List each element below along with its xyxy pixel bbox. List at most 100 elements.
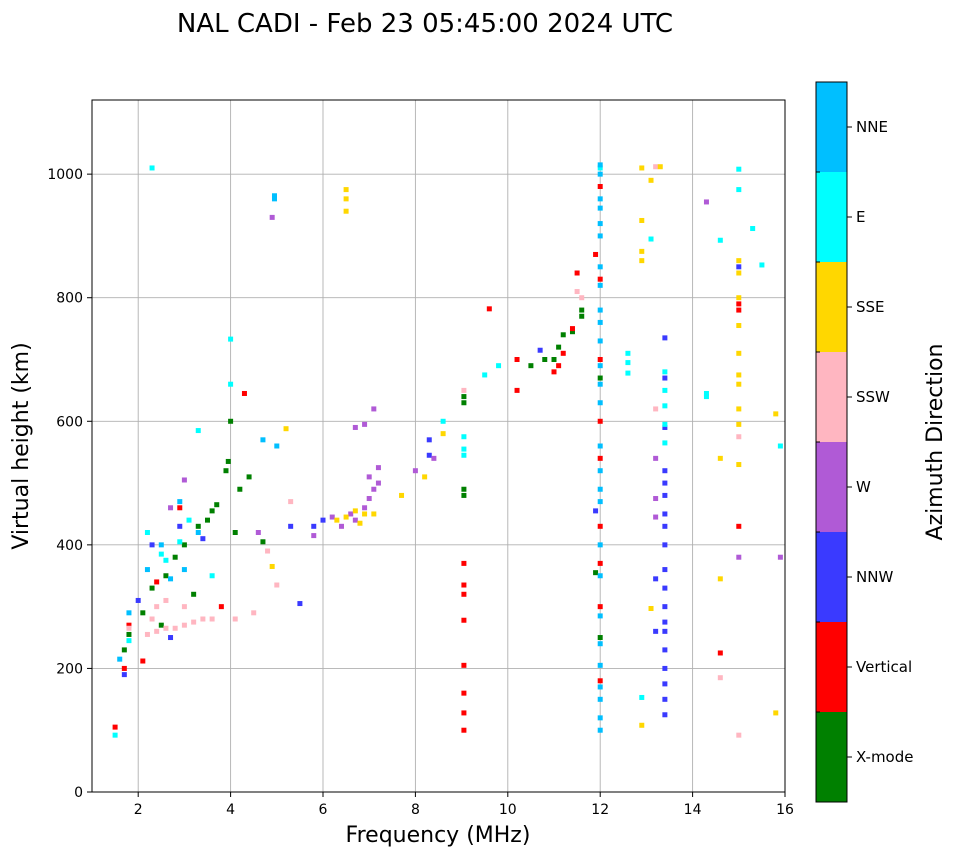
echo-point-vertical [556, 363, 562, 369]
echo-point-nne [597, 662, 603, 668]
echo-point-ssw [251, 610, 257, 616]
echo-point-x-mode [551, 357, 557, 362]
echo-point-sse [736, 350, 742, 356]
colorbar-segment [816, 532, 847, 622]
echo-point-nne [274, 443, 280, 449]
echo-point-nne [597, 573, 603, 579]
echo-point-x-mode [140, 610, 146, 616]
echo-point-w [375, 480, 381, 486]
echo-point-ssw [717, 675, 723, 681]
echo-point-x-mode [237, 486, 243, 492]
echo-point-ssw [181, 604, 187, 610]
echo-point-x-mode [225, 458, 231, 464]
echo-point-x-mode [195, 523, 201, 529]
echo-point-vertical [514, 357, 520, 362]
echo-point-ssw [163, 625, 169, 631]
echo-point-sse [648, 177, 654, 183]
echo-point-sse [357, 520, 363, 526]
echo-point-nnw [662, 468, 668, 474]
echo-point-sse [362, 511, 368, 517]
echo-point-nne [597, 400, 603, 406]
echo-point-e [639, 694, 645, 700]
echo-point-ssw [274, 582, 280, 588]
echo-point-vertical [121, 665, 127, 671]
echo-point-sse [422, 474, 428, 480]
echo-point-nne [144, 567, 150, 573]
echo-point-nnw [662, 480, 668, 486]
echo-point-sse [343, 196, 349, 202]
echo-point-nnw [662, 335, 668, 341]
echo-point-x-mode [260, 539, 266, 545]
echo-point-nnw [177, 523, 183, 529]
echo-point-ssw [126, 625, 132, 631]
colorbar-tick-label: W [856, 478, 871, 496]
echo-point-ssw [209, 616, 215, 622]
echo-point-vertical [218, 604, 224, 610]
echo-point-x-mode [158, 622, 164, 628]
x-tick-label: 14 [684, 802, 702, 818]
echo-point-w [168, 505, 174, 511]
echo-point-ssw [149, 616, 155, 622]
colorbar-tick-label: SSE [856, 298, 885, 316]
echo-point-x-mode [597, 635, 603, 641]
echo-point-sse [736, 295, 742, 301]
echo-point-nnw [168, 635, 174, 641]
colorbar: X-mode Vertical NNW W SSW SSE E NNE [815, 81, 913, 803]
echo-point-vertical [514, 387, 520, 393]
echo-point-w [362, 505, 368, 511]
echo-point-nnw [320, 517, 326, 523]
echo-point-ssw [579, 295, 585, 301]
echo-point-nne [126, 610, 132, 616]
echo-point-e [177, 539, 183, 545]
echo-point-sse [736, 372, 742, 378]
echo-point-nnw [662, 681, 668, 687]
echo-point-sse [736, 462, 742, 468]
echo-point-x-mode [246, 474, 252, 480]
echo-point-vertical [560, 350, 566, 356]
x-tick-label: 2 [134, 802, 143, 818]
colorbar-tick-label: NNE [856, 118, 888, 136]
echo-point-nne [597, 613, 603, 619]
echo-point-x-mode [172, 554, 178, 560]
echo-point-x-mode [461, 492, 467, 498]
echo-point-vertical [461, 582, 467, 588]
echo-point-x-mode [223, 468, 229, 474]
echo-point-w [653, 496, 659, 502]
echo-point-x-mode [461, 400, 467, 406]
echo-point-e [717, 237, 723, 243]
echo-point-sse [334, 517, 340, 523]
echo-point-w [412, 468, 418, 474]
echo-point-ssw [191, 619, 197, 625]
echo-point-vertical [461, 662, 467, 668]
echo-point-e [662, 387, 668, 393]
echo-point-sse [736, 421, 742, 427]
echo-point-w [371, 486, 377, 492]
echo-point-vertical [461, 727, 467, 733]
echo-point-nnw [662, 492, 668, 498]
data-marks [112, 162, 783, 738]
echo-point-x-mode [461, 394, 467, 400]
colorbar-segment [816, 352, 847, 442]
echo-point-vertical [241, 390, 247, 396]
echo-point-nnw [662, 523, 668, 529]
echo-point-x-mode [232, 530, 238, 535]
echo-point-x-mode [205, 517, 210, 523]
echo-point-x-mode [149, 585, 155, 591]
echo-point-vertical [461, 617, 467, 623]
echo-point-nnw [736, 264, 742, 270]
echo-point-x-mode [126, 631, 132, 637]
echo-point-nne [597, 542, 603, 548]
echo-point-e [662, 403, 668, 409]
echo-point-x-mode [163, 573, 169, 579]
echo-point-e [736, 166, 742, 172]
echo-point-w [366, 496, 372, 502]
y-tick-label: 0 [74, 785, 83, 801]
echo-point-x-mode [228, 418, 234, 424]
echo-point-e [461, 434, 467, 440]
echo-point-ssw [736, 732, 742, 738]
echo-point-sse [352, 508, 358, 514]
echo-point-w [352, 517, 358, 523]
echo-point-vertical [177, 505, 183, 511]
echo-point-nnw [311, 523, 317, 529]
echo-point-nnw [426, 437, 432, 443]
